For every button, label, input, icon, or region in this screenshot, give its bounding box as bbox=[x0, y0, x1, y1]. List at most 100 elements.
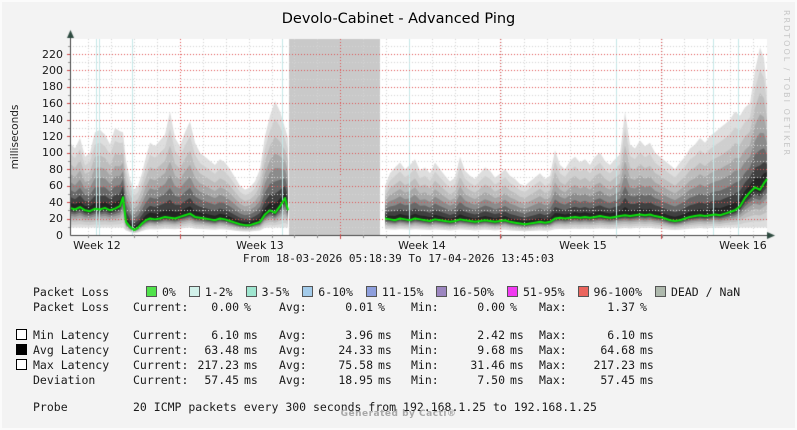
min-value: 0.00 bbox=[477, 299, 505, 314]
x-tick-label: Week 16 bbox=[719, 239, 767, 252]
max-value: 6.10 bbox=[607, 327, 635, 342]
y-tick-label: 60 bbox=[49, 179, 63, 193]
current-value: 57.45 bbox=[204, 372, 239, 387]
current-key: Current: bbox=[133, 342, 189, 357]
avg-value: 24.33 bbox=[338, 342, 373, 357]
ping-graph-canvas bbox=[2, 2, 795, 262]
min-key: Min: bbox=[411, 299, 439, 314]
max-latency-swatch bbox=[16, 359, 27, 370]
packet-loss-item: 11-15% bbox=[365, 284, 424, 299]
loss-16-50-swatch bbox=[436, 286, 448, 297]
packet-loss-item: 3-5% bbox=[245, 284, 290, 299]
min-key: Min: bbox=[411, 372, 439, 387]
packet-loss-item: 6-10% bbox=[302, 285, 353, 299]
unit: ms bbox=[510, 342, 524, 357]
loss-51-95-swatch bbox=[506, 286, 518, 297]
loss-51-95-label: 51-95% bbox=[522, 284, 565, 299]
packet-loss-item: 16-50% bbox=[436, 285, 494, 299]
unit: ms bbox=[244, 342, 258, 357]
current-key: Current: bbox=[133, 327, 189, 342]
avg-latency-swatch bbox=[16, 344, 27, 355]
current-value: 6.10 bbox=[211, 327, 239, 342]
avg-key: Avg: bbox=[279, 372, 307, 387]
time-range: From 18-03-2026 05:18:39 To 17-04-2026 1… bbox=[242, 252, 555, 265]
loss-96-100-label: 96-100% bbox=[593, 284, 642, 299]
graph-title: Devolo-Cabinet - Advanced Ping bbox=[281, 11, 516, 27]
max-value: 64.68 bbox=[600, 342, 635, 357]
packet-loss-legend-row: Packet Loss 0% 1-2% 3-5% 6-10% 11-15% 16… bbox=[16, 285, 753, 299]
min-key: Min: bbox=[411, 357, 439, 372]
y-tick-label: 40 bbox=[49, 195, 63, 209]
avg-latency-row: Avg Latency Current: 63.48 ms Avg: 24.33… bbox=[16, 342, 661, 357]
x-tick-label: Week 13 bbox=[236, 239, 284, 252]
current-key: Current: bbox=[133, 372, 189, 387]
min-latency-row: Min Latency Current: 6.10 ms Avg: 3.96 m… bbox=[16, 327, 661, 342]
loss-dead-label: DEAD / NaN bbox=[671, 284, 741, 299]
packet-loss-items: 0% 1-2% 3-5% 6-10% 11-15% 16-50% 51-95% … bbox=[146, 285, 753, 299]
y-tick-label: 20 bbox=[49, 212, 63, 226]
loss-6-10-label: 6-10% bbox=[318, 284, 353, 299]
probe-label: Probe bbox=[33, 399, 68, 414]
x-tick-label: Week 15 bbox=[559, 239, 607, 252]
loss-dead-swatch bbox=[655, 286, 666, 297]
min-value: 2.42 bbox=[477, 327, 505, 342]
unit: % bbox=[640, 299, 647, 314]
max-latency-row: Max Latency Current: 217.23 ms Avg: 75.5… bbox=[16, 357, 661, 372]
y-tick-label: 80 bbox=[49, 162, 63, 176]
packet-loss-item: 0% bbox=[146, 285, 176, 299]
min-latency-swatch bbox=[16, 329, 27, 340]
unit: ms bbox=[378, 357, 392, 372]
avg-key: Avg: bbox=[279, 299, 307, 314]
x-tick-label: Week 12 bbox=[73, 239, 121, 252]
stat-label: Packet Loss bbox=[33, 299, 110, 314]
probe-description: 20 ICMP packets every 300 seconds from 1… bbox=[133, 399, 597, 414]
avg-value: 0.01 bbox=[345, 299, 373, 314]
unit: ms bbox=[510, 357, 524, 372]
loss-0-swatch bbox=[146, 286, 157, 297]
loss-16-50-label: 16-50% bbox=[452, 284, 494, 299]
current-key: Current: bbox=[133, 357, 189, 372]
min-value: 9.68 bbox=[477, 342, 505, 357]
generated-by-cacti: Generated by Cacti® bbox=[340, 409, 457, 419]
loss-3-5-label: 3-5% bbox=[261, 284, 290, 299]
stat-label: Deviation bbox=[33, 372, 96, 387]
avg-key: Avg: bbox=[279, 327, 307, 342]
y-tick-label: 120 bbox=[42, 129, 63, 143]
unit: % bbox=[378, 299, 385, 314]
y-tick-label: 140 bbox=[42, 113, 63, 127]
stat-label: Avg Latency bbox=[33, 342, 110, 357]
deviation-row: Deviation Current: 57.45 ms Avg: 18.95 m… bbox=[16, 372, 661, 387]
max-value: 57.45 bbox=[600, 372, 635, 387]
max-value: 1.37 bbox=[607, 299, 635, 314]
x-tick-label: Week 14 bbox=[398, 239, 446, 252]
avg-value: 18.95 bbox=[338, 372, 373, 387]
unit: ms bbox=[378, 327, 392, 342]
max-key: Max: bbox=[539, 327, 567, 342]
unit: ms bbox=[640, 327, 654, 342]
y-tick-label: 160 bbox=[42, 96, 63, 110]
unit: ms bbox=[640, 357, 654, 372]
min-key: Min: bbox=[411, 327, 439, 342]
loss-11-15-label: 11-15% bbox=[381, 284, 424, 299]
avg-key: Avg: bbox=[279, 342, 307, 357]
unit: ms bbox=[640, 372, 654, 387]
max-key: Max: bbox=[539, 357, 567, 372]
avg-key: Avg: bbox=[279, 357, 307, 372]
unit: ms bbox=[244, 357, 258, 372]
stat-label: Min Latency bbox=[33, 327, 110, 342]
max-key: Max: bbox=[539, 299, 567, 314]
min-key: Min: bbox=[411, 342, 439, 357]
current-key: Current: bbox=[133, 299, 189, 314]
loss-11-15-swatch bbox=[365, 286, 377, 297]
max-key: Max: bbox=[539, 372, 567, 387]
loss-1-2-swatch bbox=[188, 286, 200, 297]
unit: % bbox=[244, 299, 251, 314]
min-value: 31.46 bbox=[470, 357, 505, 372]
unit: ms bbox=[378, 372, 392, 387]
stat-label: Max Latency bbox=[33, 357, 110, 372]
packet-loss-item: 1-2% bbox=[188, 285, 233, 299]
unit: ms bbox=[510, 327, 524, 342]
y-tick-label: 0 bbox=[56, 228, 63, 242]
current-value: 217.23 bbox=[197, 357, 239, 372]
